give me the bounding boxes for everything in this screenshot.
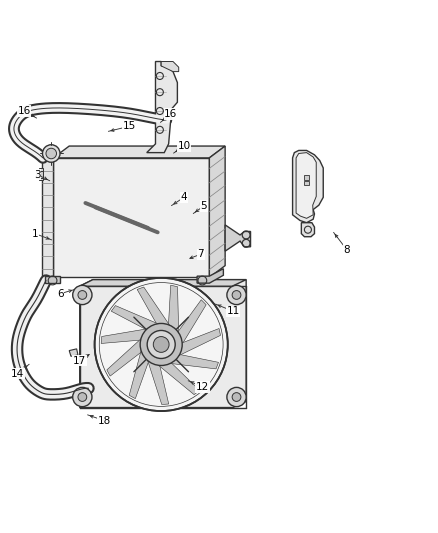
Polygon shape [45, 276, 60, 283]
Polygon shape [293, 150, 323, 223]
Circle shape [147, 330, 175, 359]
Polygon shape [69, 349, 78, 356]
Text: 16: 16 [164, 109, 177, 119]
Polygon shape [304, 181, 309, 185]
Polygon shape [53, 146, 225, 158]
Text: 16: 16 [18, 106, 31, 116]
Polygon shape [147, 358, 169, 405]
Polygon shape [42, 158, 53, 276]
Polygon shape [129, 348, 149, 399]
Circle shape [232, 393, 241, 401]
Polygon shape [301, 223, 314, 237]
Circle shape [232, 290, 241, 300]
Text: 8: 8 [343, 245, 350, 255]
Polygon shape [80, 280, 246, 286]
Text: 10: 10 [177, 141, 191, 151]
Polygon shape [167, 354, 219, 369]
Circle shape [73, 285, 92, 304]
Circle shape [140, 324, 182, 366]
Polygon shape [80, 280, 246, 408]
Text: 11: 11 [226, 306, 240, 316]
Polygon shape [225, 225, 251, 251]
Polygon shape [209, 146, 225, 278]
Circle shape [78, 393, 87, 401]
Text: 1: 1 [32, 229, 39, 239]
Text: 18: 18 [98, 416, 111, 426]
Polygon shape [177, 328, 220, 357]
Polygon shape [39, 168, 43, 180]
Polygon shape [304, 175, 309, 180]
Circle shape [227, 285, 246, 304]
Polygon shape [168, 285, 179, 336]
Polygon shape [161, 61, 179, 71]
Text: 14: 14 [11, 369, 24, 379]
Circle shape [95, 278, 228, 411]
Text: 7: 7 [197, 249, 204, 259]
Polygon shape [111, 305, 160, 330]
Text: 5: 5 [200, 201, 207, 211]
Circle shape [42, 145, 60, 162]
Polygon shape [36, 171, 43, 178]
Polygon shape [147, 61, 177, 152]
Polygon shape [137, 287, 171, 327]
Text: 4: 4 [180, 192, 187, 203]
Text: 17: 17 [73, 356, 86, 366]
Text: 12: 12 [196, 382, 209, 392]
Polygon shape [197, 269, 223, 283]
Polygon shape [107, 337, 143, 376]
Circle shape [73, 387, 92, 407]
Polygon shape [156, 362, 200, 394]
Text: 6: 6 [57, 289, 64, 298]
Polygon shape [53, 158, 209, 278]
Circle shape [78, 290, 87, 300]
Circle shape [227, 387, 246, 407]
Circle shape [46, 148, 57, 159]
Circle shape [153, 336, 169, 352]
Polygon shape [296, 152, 316, 219]
Text: 15: 15 [123, 122, 136, 131]
Text: 3: 3 [34, 169, 41, 180]
Polygon shape [177, 300, 206, 346]
Polygon shape [101, 328, 150, 343]
